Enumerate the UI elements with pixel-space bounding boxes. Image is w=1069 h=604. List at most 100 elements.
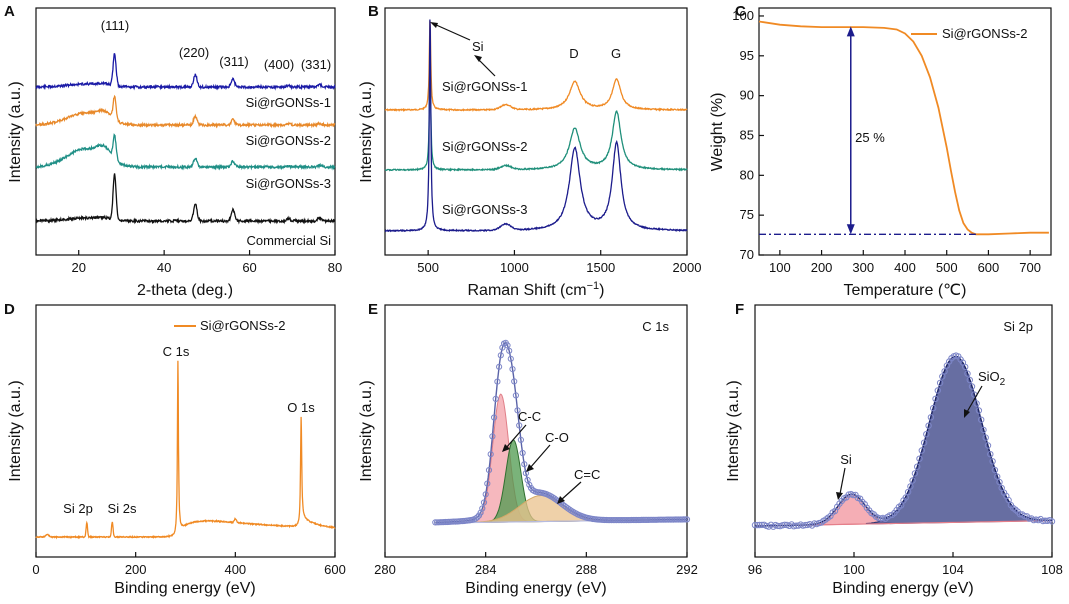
data-point — [936, 379, 944, 387]
plot-frame — [754, 304, 1053, 558]
x-axis-label: Binding energy (eV) — [832, 580, 973, 597]
x-tick-label: 0 — [32, 562, 39, 577]
si-arrow-1 — [433, 23, 471, 41]
x-tick-label: 288 — [575, 562, 597, 577]
x-tick-label: 104 — [942, 562, 964, 577]
panel-title: C 1s — [642, 319, 669, 334]
data-point — [902, 494, 909, 501]
y-tick-label: 85 — [740, 127, 754, 142]
data-point — [506, 347, 513, 354]
mass-loss-label: 25 % — [855, 130, 885, 145]
data-point — [1039, 517, 1047, 525]
peak-label-o1s: O 1s — [287, 400, 315, 415]
x-axis-label: Temperature (℃) — [844, 282, 967, 299]
data-point — [850, 491, 857, 499]
data-point — [989, 458, 996, 465]
data-point — [521, 461, 528, 468]
panel-letter-c: C — [735, 3, 746, 20]
data-point — [975, 407, 983, 414]
data-point — [1005, 496, 1012, 504]
component-label-cc: C-C — [518, 409, 541, 424]
x-ticks: 280 284 288 292 — [374, 552, 698, 577]
g-band-label: G — [611, 46, 621, 61]
cc-arrowhead — [502, 444, 510, 452]
series-label-2: Si@rGONSs-2 — [442, 139, 527, 154]
co-arrow — [529, 444, 551, 469]
x-axis-label: 2-theta (deg.) — [137, 282, 233, 299]
data-point — [751, 521, 759, 529]
panel-letter-f: F — [735, 301, 744, 318]
cc-arrow — [505, 424, 527, 449]
x-tick-label: 100 — [769, 260, 791, 275]
series-line-2 — [35, 94, 336, 129]
peak-label-111: (111) — [101, 18, 129, 33]
si-arrow-2 — [476, 57, 496, 77]
panel-letter-d: D — [4, 301, 15, 318]
data-point — [781, 521, 788, 528]
component-label-co: C-O — [545, 430, 569, 445]
component-label-sio2: SiO2 — [978, 369, 1006, 388]
co-arrowhead — [526, 464, 534, 472]
data-point — [934, 387, 941, 394]
plot-frame — [35, 7, 336, 256]
data-point — [754, 521, 761, 529]
peak-label-311: (311) — [219, 54, 248, 69]
d-band-label: D — [569, 46, 578, 61]
y-axis-label: Intensity (a.u.) — [358, 81, 375, 182]
x-tick-label: 200 — [125, 562, 147, 577]
axes-ticks: 100 200 300 400 500 600 700 70 75 80 85 90 95 100 — [732, 8, 1041, 275]
data-point — [932, 395, 939, 402]
data-point — [916, 455, 923, 462]
data-point — [507, 355, 514, 362]
data-point — [682, 516, 689, 523]
plot-frame — [384, 7, 688, 256]
panel-title: Si 2p — [1003, 319, 1033, 334]
c1s-fit — [432, 339, 691, 526]
data-point — [991, 466, 999, 474]
x-tick-label: 600 — [324, 562, 346, 577]
x-tick-label: 2000 — [673, 260, 702, 275]
data-point — [996, 478, 1003, 486]
data-point — [683, 516, 691, 523]
peak-label-si2s: Si 2s — [108, 501, 137, 516]
legend-label: Si@rGONSs-2 — [200, 318, 285, 333]
series-line-1 — [384, 20, 688, 112]
series-line-4 — [35, 173, 336, 225]
data-point — [980, 426, 987, 434]
data-point — [504, 342, 511, 349]
series-line-1 — [35, 53, 336, 91]
data-point — [925, 422, 932, 429]
xrd-curves — [35, 53, 336, 225]
peak-label-400: (400) — [264, 57, 294, 72]
y-tick-label: 80 — [740, 167, 754, 182]
x-tick-label: 500 — [417, 260, 439, 275]
data-point — [982, 434, 989, 441]
tga-plot — [758, 20, 1049, 236]
data-point — [756, 521, 763, 529]
data-point — [978, 416, 985, 423]
data-point — [994, 473, 1001, 480]
x-tick-label: 20 — [71, 260, 85, 275]
data-point — [485, 467, 493, 474]
si-label: Si — [472, 39, 484, 54]
panel-f-si2p: F 96 100 104 108 Si 2p Si SiO2 Binding ener… — [725, 301, 1063, 597]
data-point — [909, 477, 916, 484]
data-point — [526, 481, 533, 488]
data-point — [1041, 517, 1049, 524]
series-line-2 — [384, 64, 688, 172]
data-point — [964, 370, 971, 377]
x-ticks: 20 40 60 80 — [71, 250, 342, 275]
cc-double-arrowhead — [557, 496, 565, 504]
data-point — [519, 449, 526, 457]
component-label-si: Si — [840, 452, 852, 467]
panel-letter-a: A — [4, 3, 15, 20]
x-tick-label: 300 — [852, 260, 874, 275]
x-tick-label: 40 — [157, 260, 171, 275]
plot-frame — [758, 7, 1052, 256]
series-label-3: Si@rGONSs-3 — [442, 202, 527, 217]
mass-loss-arrowhead-bottom — [846, 224, 855, 235]
x-tick-label: 600 — [978, 260, 1000, 275]
x-tick-label: 60 — [242, 260, 256, 275]
data-point — [918, 447, 925, 454]
si2p-fit — [751, 352, 1056, 530]
